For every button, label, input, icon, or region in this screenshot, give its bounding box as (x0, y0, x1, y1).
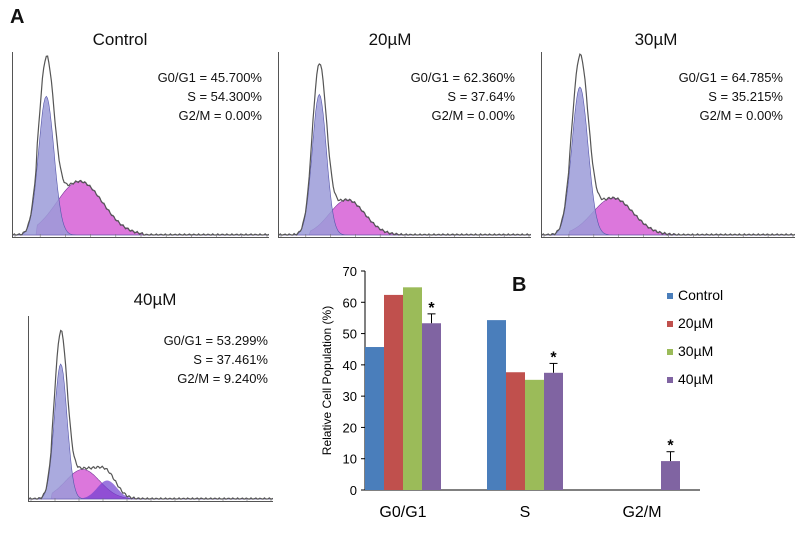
histogram-30um (541, 52, 796, 238)
histogram-title-40um: 40µM (133, 290, 177, 309)
y-tick-label: 40 (343, 358, 357, 373)
stat-g0g1: G0/G1 = 53.299% (163, 333, 268, 348)
significance-asterisk: * (550, 349, 557, 366)
bar-um20-0 (384, 294, 403, 490)
y-tick-label: 50 (343, 327, 357, 342)
histogram-stats-20um: G0/G1 = 62.360% S = 37.64% G2/M = 0.00% (350, 68, 515, 125)
stat-g2m: G2/M = 0.00% (699, 108, 783, 123)
y-axis-label: Relative Cell Population (%) (320, 306, 334, 455)
significance-asterisk: * (667, 438, 674, 455)
y-tick-label: 30 (343, 389, 357, 404)
stat-g2m: G2/M = 0.00% (431, 108, 515, 123)
y-tick-label: 20 (343, 420, 357, 435)
y-tick-label: 60 (343, 295, 357, 310)
histogram-title-control: Control (92, 30, 148, 49)
histogram-stats-30um: G0/G1 = 64.785% S = 35.215% G2/M = 0.00% (615, 68, 783, 125)
panel-label-a: A (10, 6, 25, 28)
histogram-stats-40um: G0/G1 = 53.299% S = 37.461% G2/M = 9.240… (110, 331, 268, 388)
histogram-trace (541, 53, 796, 236)
stat-s: S = 54.300% (187, 89, 262, 104)
histogram-plot-20um (278, 63, 532, 237)
bar-um30-1 (525, 379, 544, 490)
bar-chart: 0 10 20 30 40 50 60 70 Relative Cell Population … (320, 264, 723, 521)
histogram-plot-control (12, 55, 270, 237)
bar-um20-1 (506, 372, 525, 490)
legend-label-um40: 40µM (678, 371, 713, 387)
histogram-stats-control: G0/G1 = 45.700% S = 54.300% G2/M = 0.00% (90, 68, 262, 125)
legend-swatch-control (667, 293, 673, 299)
histogram-title-20um: 20µM (368, 30, 412, 49)
y-tick-label: 10 (343, 452, 357, 467)
legend-label-um30: 30µM (678, 343, 713, 359)
histogram-20um (278, 52, 532, 238)
x-tick-label: S (520, 504, 531, 521)
bar-um40-0 (422, 323, 441, 490)
stat-g2m: G2/M = 9.240% (177, 371, 268, 386)
x-tick-label: G0/G1 (379, 504, 426, 521)
legend-swatch-um40 (667, 377, 673, 383)
stat-g2m: G2/M = 0.00% (178, 108, 262, 123)
stat-s: S = 37.461% (193, 352, 268, 367)
x-tick-label: G2/M (622, 504, 661, 521)
histogram-plot-30um (541, 53, 796, 237)
y-tick-label: 0 (350, 483, 357, 498)
histogram-title-30um: 30µM (634, 30, 678, 49)
histogram-control (12, 52, 270, 238)
histogram-40um (28, 316, 274, 502)
legend-swatch-um30 (667, 349, 673, 355)
bar-um40-1 (544, 372, 563, 490)
stat-g0g1: G0/G1 = 64.785% (678, 70, 783, 85)
histogram-plot-40um (28, 329, 274, 501)
stat-g0g1: G0/G1 = 62.360% (410, 70, 515, 85)
bar-um40-2 (661, 461, 680, 490)
stat-s: S = 37.64% (447, 89, 515, 104)
legend-label-um20: 20µM (678, 315, 713, 331)
panel-label-b: B (512, 274, 527, 296)
y-tick-label: 70 (343, 264, 357, 279)
histogram-trace (12, 55, 270, 236)
stat-s: S = 35.215% (708, 89, 783, 104)
legend-swatch-um20 (667, 321, 673, 327)
legend-label-control: Control (678, 287, 723, 303)
bar-um30-0 (403, 287, 422, 490)
stat-g0g1: G0/G1 = 45.700% (157, 70, 262, 85)
significance-asterisk: * (428, 300, 435, 317)
bar-control-0 (365, 347, 384, 490)
bar-control-1 (487, 320, 506, 490)
